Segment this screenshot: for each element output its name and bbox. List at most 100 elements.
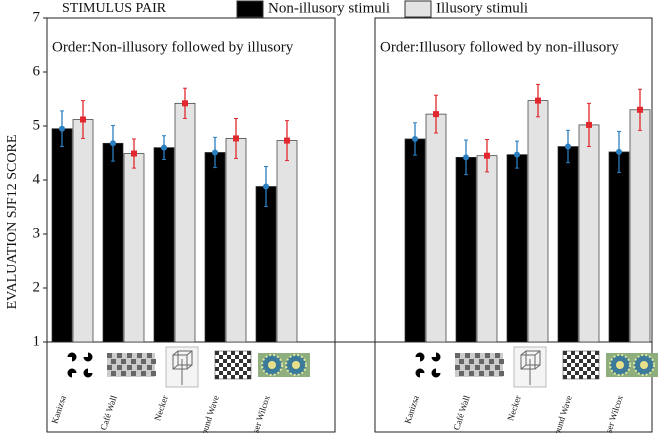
legend-label: Non-illusory stimuli: [268, 0, 390, 16]
check: [583, 363, 587, 367]
x-tick-label: Café Wall: [98, 394, 119, 432]
pacman: [431, 352, 441, 362]
check: [575, 371, 579, 375]
mean-marker: [565, 143, 571, 150]
bar: [608, 151, 630, 343]
tile: [117, 365, 122, 370]
tile: [459, 371, 464, 376]
mean-marker: [161, 144, 167, 151]
x-tick-label: Fraser Wilcox: [247, 394, 272, 433]
tile: [479, 359, 484, 364]
check: [587, 351, 591, 355]
x-tick-label: Sound Wave: [197, 394, 221, 433]
mean-marker: [484, 152, 490, 159]
pacman: [83, 352, 93, 362]
y-axis-label: EVALUATION SJF12 SCORE: [5, 135, 20, 310]
check: [579, 359, 583, 363]
check: [563, 351, 567, 355]
check: [239, 375, 243, 379]
y-tick-label: 5: [33, 117, 41, 133]
check: [579, 375, 583, 379]
tile: [131, 371, 136, 376]
tile: [147, 353, 152, 358]
x-tick-label: Café Wall: [451, 394, 472, 432]
check: [595, 375, 599, 379]
tile: [495, 365, 500, 370]
bar: [51, 128, 73, 343]
stimulus-icon: [107, 353, 156, 377]
check: [223, 351, 227, 355]
bar: [123, 153, 145, 343]
bar: [174, 102, 196, 343]
check: [231, 367, 235, 371]
tile: [495, 353, 500, 358]
x-tick-label: Necker: [505, 394, 523, 422]
stimulus-icon: [513, 346, 547, 388]
x-tick-label: Kanizsa: [49, 394, 67, 425]
tile: [475, 365, 480, 370]
y-tick-label: 3: [33, 225, 41, 241]
stimulus-icon: [67, 352, 93, 378]
check: [239, 351, 243, 355]
check: [215, 375, 219, 379]
tile: [151, 371, 156, 376]
check: [595, 351, 599, 355]
stimulus-icon: [214, 350, 252, 380]
bar: [527, 100, 549, 343]
check: [571, 359, 575, 363]
mean-marker: [80, 116, 86, 123]
tile: [475, 353, 480, 358]
mean-marker: [463, 154, 469, 161]
mean-marker: [616, 148, 622, 155]
legend-swatch: [236, 0, 264, 18]
tile: [465, 365, 470, 370]
mean-marker: [212, 149, 218, 156]
check: [235, 355, 239, 359]
pacman: [415, 368, 425, 378]
tile: [485, 353, 490, 358]
check: [243, 355, 247, 359]
check: [227, 363, 231, 367]
check: [575, 355, 579, 359]
tile: [469, 359, 474, 364]
x-tick-label: Kanizsa: [402, 394, 420, 425]
check: [231, 359, 235, 363]
cube: [520, 350, 541, 385]
check: [563, 375, 567, 379]
tile: [469, 371, 474, 376]
mean-marker: [535, 97, 541, 104]
bar: [72, 119, 94, 343]
tile: [489, 371, 494, 376]
check: [223, 367, 227, 371]
bar: [276, 140, 298, 343]
bar: [506, 154, 528, 343]
check: [227, 371, 231, 375]
check: [243, 363, 247, 367]
check: [591, 363, 595, 367]
pacman: [431, 368, 441, 378]
check: [563, 367, 567, 371]
check: [239, 359, 243, 363]
x-tick-label: Sound Wave: [550, 394, 574, 433]
check: [219, 371, 223, 375]
tile: [121, 371, 126, 376]
check: [227, 355, 231, 359]
tile: [459, 359, 464, 364]
tile: [127, 353, 132, 358]
check: [219, 355, 223, 359]
check: [231, 351, 235, 355]
tile: [455, 365, 460, 370]
check: [587, 359, 591, 363]
tile: [465, 353, 470, 358]
mean-marker: [284, 137, 290, 144]
check: [219, 363, 223, 367]
pacman: [415, 352, 425, 362]
check: [571, 375, 575, 379]
check: [595, 367, 599, 371]
check: [587, 375, 591, 379]
check: [247, 367, 251, 371]
mean-marker: [637, 106, 643, 113]
stimulus-icon: [455, 353, 504, 377]
stimulus-icon: [415, 352, 441, 378]
mean-marker: [263, 183, 269, 190]
